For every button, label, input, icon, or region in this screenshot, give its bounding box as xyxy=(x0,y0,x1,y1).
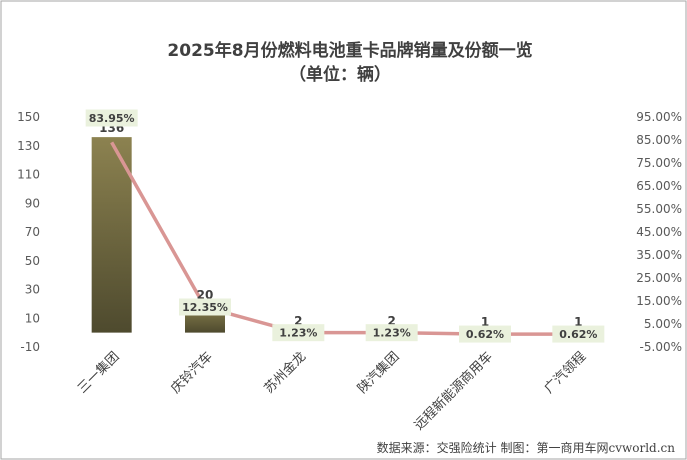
left-axis-tick: -10 xyxy=(20,340,40,354)
right-axis-tick: 75.00% xyxy=(636,156,682,170)
bar-value-label: 2 xyxy=(387,314,395,328)
bar xyxy=(91,137,132,333)
left-axis-tick: 130 xyxy=(17,139,40,153)
left-axis-tick: 90 xyxy=(25,196,40,210)
share-label-box xyxy=(85,109,138,127)
right-axis-tick: 5.00% xyxy=(644,317,682,331)
bar-value-label: 20 xyxy=(197,288,214,302)
left-axis: 150 130 110 90 70 50 30 10 -10 xyxy=(17,110,40,354)
right-axis-tick: 85.00% xyxy=(636,133,682,147)
share-label: 1.23% xyxy=(279,327,317,340)
share-label-box xyxy=(459,325,511,343)
share-label: 12.35% xyxy=(182,301,228,314)
share-label-box xyxy=(365,324,418,342)
left-axis-tick: 30 xyxy=(25,283,40,297)
chart-title: 2025年8月份燃料电池重卡品牌销量及份额一览 xyxy=(167,40,532,61)
share-label: 0.62% xyxy=(559,328,597,341)
right-axis-tick: -5.00% xyxy=(640,340,682,354)
bar-value-label: 1 xyxy=(481,315,489,329)
right-axis-tick: 45.00% xyxy=(636,225,682,239)
share-label-box xyxy=(179,298,231,316)
right-axis-tick: 35.00% xyxy=(636,248,682,262)
left-axis-tick: 10 xyxy=(25,311,40,325)
share-label: 83.95% xyxy=(89,112,135,125)
left-axis-tick: 150 xyxy=(17,110,40,124)
right-axis-tick: 25.00% xyxy=(636,271,682,285)
share-labels: 83.95% 12.35% 1.23% 1.23% 0.62% 0.62% xyxy=(85,109,605,343)
source-note: 数据来源：交强险统计 制图：第一商用车网cvworld.cn xyxy=(377,440,676,455)
share-label-box xyxy=(272,324,325,342)
right-axis-tick: 95.00% xyxy=(636,110,682,124)
right-axis-tick: 55.00% xyxy=(636,202,682,216)
right-axis-tick: 15.00% xyxy=(636,294,682,308)
left-axis-tick: 110 xyxy=(17,168,40,182)
bar-value-label: 1 xyxy=(574,315,582,329)
left-axis-tick: 70 xyxy=(25,225,40,239)
share-label: 0.62% xyxy=(466,328,504,341)
share-label-box xyxy=(552,325,605,343)
right-axis-tick: 65.00% xyxy=(636,179,682,193)
chart-subtitle: （单位：辆） xyxy=(289,64,391,85)
left-axis-tick: 50 xyxy=(25,254,40,268)
share-label: 1.23% xyxy=(373,327,411,340)
right-axis: 95.00% 85.00% 75.00% 65.00% 55.00% 45.00% 35.0… xyxy=(636,110,682,354)
bar-value-label: 2 xyxy=(294,314,302,328)
